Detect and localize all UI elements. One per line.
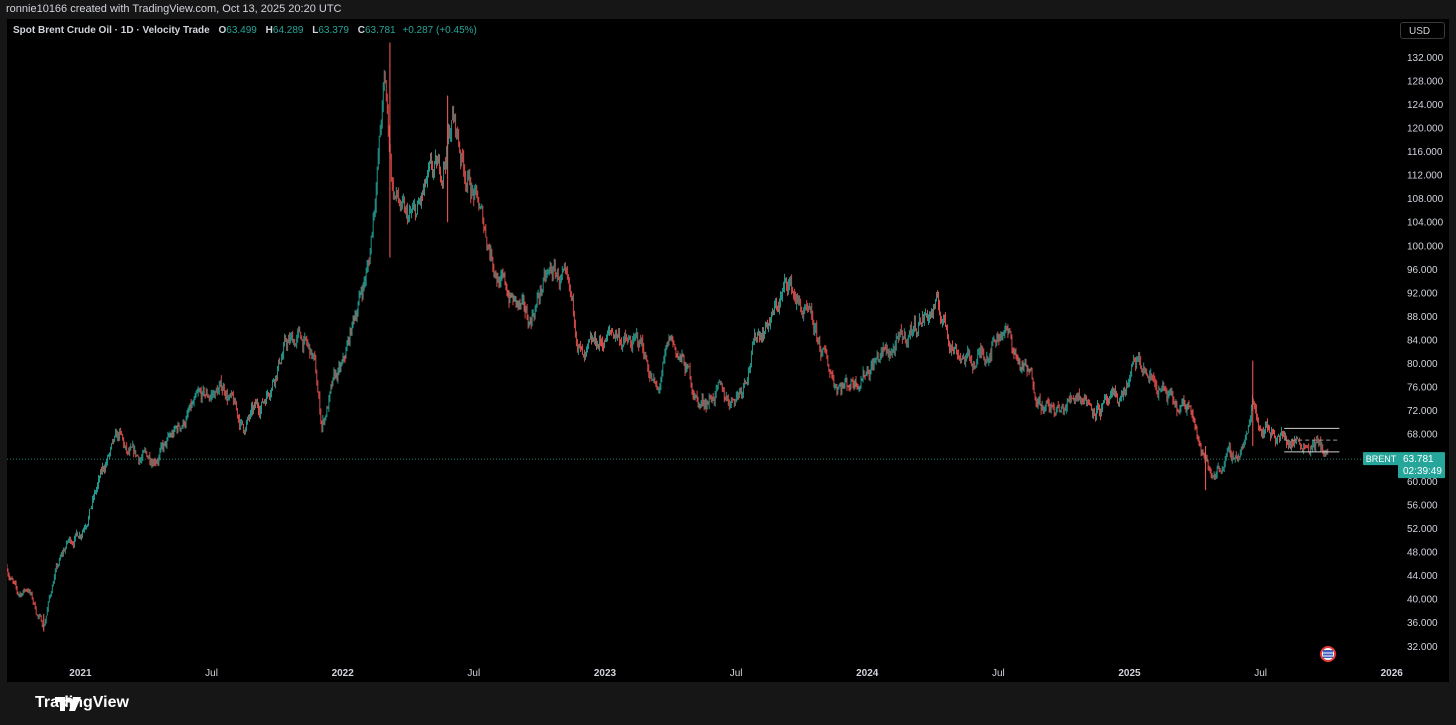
open-value: 63.499 bbox=[226, 25, 257, 36]
y-tick-label: 56.000 bbox=[1407, 500, 1438, 511]
y-tick-label: 124.000 bbox=[1407, 100, 1444, 111]
caption-text: ronnie10166 created with TradingView.com… bbox=[6, 3, 342, 15]
chart-panel[interactable]: 136.000132.000128.000124.000120.000116.0… bbox=[7, 19, 1449, 682]
ticker-label: BRENT bbox=[1366, 454, 1397, 464]
y-tick-label: 40.000 bbox=[1407, 595, 1438, 606]
y-tick-label: 52.000 bbox=[1407, 524, 1438, 535]
candles bbox=[7, 69, 1329, 629]
y-tick-label: 48.000 bbox=[1407, 548, 1438, 559]
open-label: O bbox=[218, 25, 227, 36]
y-tick-label: 80.000 bbox=[1407, 359, 1438, 370]
y-tick-label: 120.000 bbox=[1407, 123, 1444, 134]
y-tick-label: 76.000 bbox=[1407, 383, 1438, 394]
y-tick-label: 68.000 bbox=[1407, 430, 1438, 441]
x-tick-label: 2024 bbox=[856, 668, 879, 679]
currency-button[interactable]: USD bbox=[1400, 22, 1445, 39]
caption-bar: ronnie10166 created with TradingView.com… bbox=[0, 0, 1456, 19]
y-tick-label: 100.000 bbox=[1407, 241, 1444, 252]
x-tick-label: 2021 bbox=[69, 668, 92, 679]
x-tick-label: 2025 bbox=[1118, 668, 1141, 679]
tradingview-logo-icon bbox=[55, 697, 81, 711]
y-tick-label: 128.000 bbox=[1407, 76, 1444, 87]
y-tick-label: 92.000 bbox=[1407, 288, 1438, 299]
x-tick-label: 2026 bbox=[1381, 668, 1404, 679]
x-tick-label: Jul bbox=[467, 668, 480, 679]
y-tick-label: 88.000 bbox=[1407, 312, 1438, 323]
x-tick-label: Jul bbox=[205, 668, 218, 679]
high-label: H bbox=[265, 25, 273, 36]
flag-field bbox=[1323, 650, 1333, 658]
x-tick-label: 2023 bbox=[594, 668, 617, 679]
low-label: L bbox=[312, 25, 319, 36]
change-value: +0.287 (+0.45%) bbox=[402, 25, 477, 36]
y-tick-label: 84.000 bbox=[1407, 336, 1438, 347]
high-value: 64.289 bbox=[272, 25, 304, 36]
y-tick-label: 72.000 bbox=[1407, 406, 1438, 417]
low-value: 63.379 bbox=[318, 25, 349, 36]
ticker-tag bbox=[1363, 452, 1399, 466]
last-price-tag bbox=[1398, 452, 1445, 479]
price-chart[interactable]: 136.000132.000128.000124.000120.000116.0… bbox=[7, 19, 1449, 682]
y-tick-label: 104.000 bbox=[1407, 218, 1444, 229]
last-price-label: 63.781 bbox=[1403, 454, 1434, 465]
y-tick-label: 132.000 bbox=[1407, 53, 1444, 64]
symbol-legend: Spot Brent Crude Oil · 1D · Velocity Tra… bbox=[13, 25, 477, 36]
y-tick-label: 36.000 bbox=[1407, 618, 1438, 629]
y-tick-label: 116.000 bbox=[1407, 147, 1443, 158]
footer-brand: TradingView bbox=[35, 694, 129, 711]
x-tick-label: Jul bbox=[730, 668, 743, 679]
x-tick-label: Jul bbox=[1254, 668, 1267, 679]
y-tick-label: 60.000 bbox=[1407, 477, 1438, 488]
y-tick-label: 44.000 bbox=[1407, 571, 1438, 582]
countdown-label: 02:39:49 bbox=[1403, 466, 1442, 477]
close-label: C bbox=[357, 25, 365, 36]
x-tick-label: 2022 bbox=[332, 668, 355, 679]
symbol-name: Spot Brent Crude Oil · 1D · Velocity Tra… bbox=[13, 25, 210, 36]
x-tick-label: Jul bbox=[992, 668, 1005, 679]
y-tick-label: 108.000 bbox=[1407, 194, 1444, 205]
footer: TradingView bbox=[0, 682, 1456, 725]
close-value: 63.781 bbox=[364, 25, 396, 36]
y-tick-label: 32.000 bbox=[1407, 642, 1438, 653]
y-tick-label: 96.000 bbox=[1407, 265, 1438, 276]
y-tick-label: 112.000 bbox=[1407, 171, 1443, 182]
